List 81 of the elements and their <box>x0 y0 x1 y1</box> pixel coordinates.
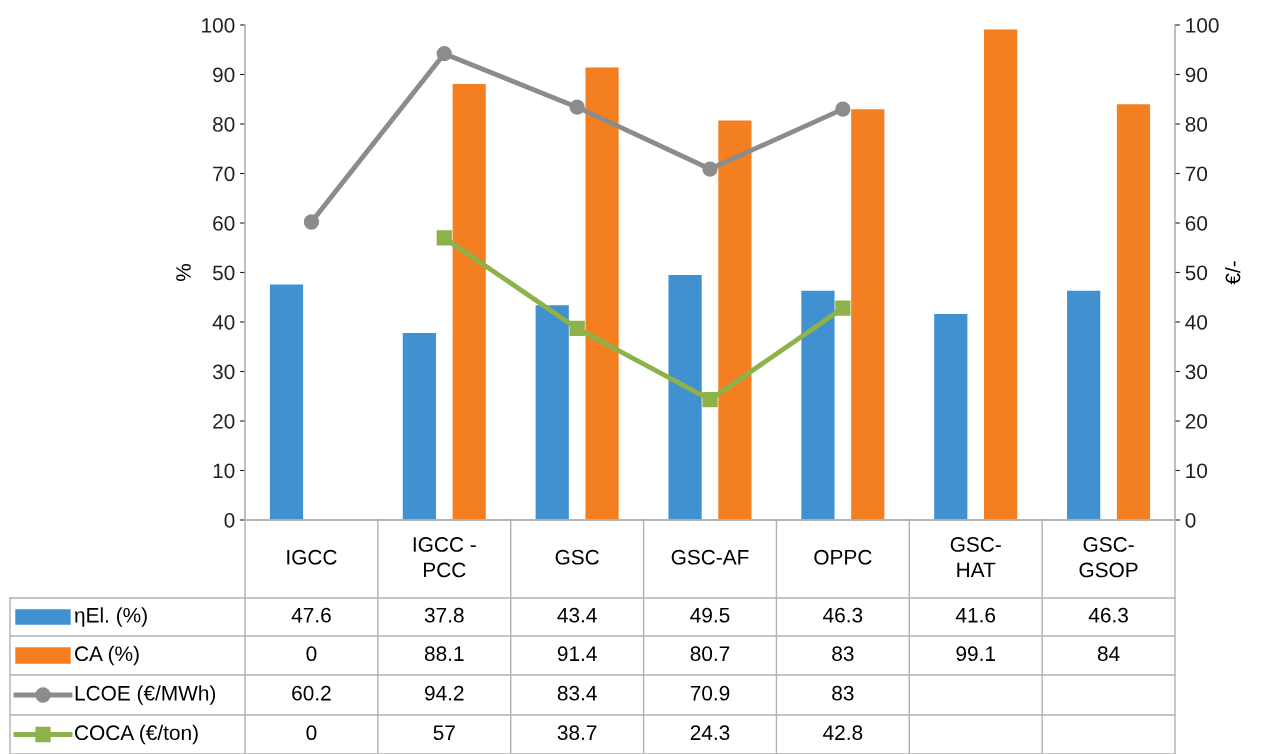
bar <box>402 332 436 520</box>
legend-label: ηEl. (%) <box>75 607 147 627</box>
point <box>569 99 585 115</box>
data-label: 24.3 <box>690 725 730 741</box>
data-label: 94.2 <box>424 685 464 701</box>
data-label: 0 <box>306 646 317 662</box>
y-tick-label: 100 <box>202 18 235 33</box>
point <box>436 230 452 246</box>
legend-label: COCA (€/ton) <box>75 724 198 745</box>
data-label: 42.8 <box>823 725 863 741</box>
data-label: 88.1 <box>424 646 464 662</box>
y2-tick-label: 90 <box>1185 67 1208 83</box>
data-label: 46.3 <box>823 607 863 623</box>
text: 0 <box>306 725 317 741</box>
x-tick-label: IGCC - PCC <box>413 537 476 578</box>
data-label: 70.9 <box>690 685 730 701</box>
data-label: 80.7 <box>690 646 730 662</box>
y-axis-title: % <box>176 263 191 282</box>
x-tick-label: GSC-GSOP <box>1079 537 1138 578</box>
y-tick-label: 20 <box>213 414 235 429</box>
data-label: 99.1 <box>956 646 995 662</box>
y-tick-label: 90 <box>213 67 235 83</box>
point <box>702 392 718 408</box>
data-label: 60.2 <box>292 685 331 701</box>
bar <box>801 290 835 520</box>
x-tick-label: GSC-AF <box>671 549 749 565</box>
data-label: 83 <box>832 685 854 701</box>
y-tick-label: 40 <box>212 315 235 330</box>
bar <box>269 284 304 520</box>
bar <box>452 83 486 520</box>
y2-tick-label: 0 <box>1185 513 1196 528</box>
legend-label: LCOE (€/MWh) <box>75 685 216 705</box>
point <box>835 101 851 117</box>
y-tick-label: 30 <box>212 364 235 380</box>
y2-tick-label: 40 <box>1185 315 1208 330</box>
bar <box>984 29 1018 520</box>
y2-tick-label: 70 <box>1185 166 1208 182</box>
y-tick-label: 10 <box>213 463 235 479</box>
y2-tick-label: 60 <box>1185 216 1208 231</box>
y-tick-label: 70 <box>213 166 235 182</box>
point <box>303 214 320 230</box>
bar <box>934 314 968 520</box>
y-tick-label: 50 <box>212 265 235 281</box>
x-tick-label: GSC <box>555 549 599 565</box>
data-label: 47.6 <box>291 607 331 623</box>
y2-tick-label: 100 <box>1186 18 1219 33</box>
y2-tick-label: 30 <box>1185 364 1208 380</box>
y-tick-label: 0 <box>224 513 235 528</box>
data-label: 83.4 <box>557 685 597 701</box>
legend-label: CA (%) <box>75 645 139 666</box>
data-label: 84 <box>1097 646 1120 662</box>
y2-axis-title: €/- <box>1225 261 1241 285</box>
point <box>702 161 718 177</box>
data-label: 49.5 <box>690 607 730 623</box>
x-tick-label: OPPC <box>814 549 872 565</box>
data-label: 43.4 <box>557 607 597 623</box>
bar <box>851 109 885 520</box>
data-label: 37.8 <box>424 607 464 623</box>
bar <box>1067 290 1101 520</box>
data-label: 91.4 <box>557 646 597 662</box>
y2-tick-label: 20 <box>1185 414 1208 429</box>
bar <box>535 305 569 520</box>
y-tick-label: 60 <box>213 216 235 231</box>
point <box>569 320 585 337</box>
data-label: 46.3 <box>1088 607 1128 623</box>
bar <box>668 274 702 520</box>
point <box>436 46 452 62</box>
x-tick-label: IGCC <box>287 549 337 565</box>
data-label: 83 <box>832 646 854 662</box>
point <box>835 300 851 316</box>
data-label: 57 <box>433 725 455 741</box>
y2-tick-label: 80 <box>1185 117 1208 132</box>
y2-tick-label: 50 <box>1185 265 1208 281</box>
data-label: 38.7 <box>557 725 597 741</box>
y-tick-label: 80 <box>213 117 235 132</box>
bar <box>585 67 619 520</box>
x-tick-label: GSC-HAT <box>950 537 1001 578</box>
bar <box>718 120 752 520</box>
bar <box>1116 104 1151 520</box>
data-label: 41.6 <box>955 607 996 623</box>
y2-tick-label: 10 <box>1186 463 1208 479</box>
